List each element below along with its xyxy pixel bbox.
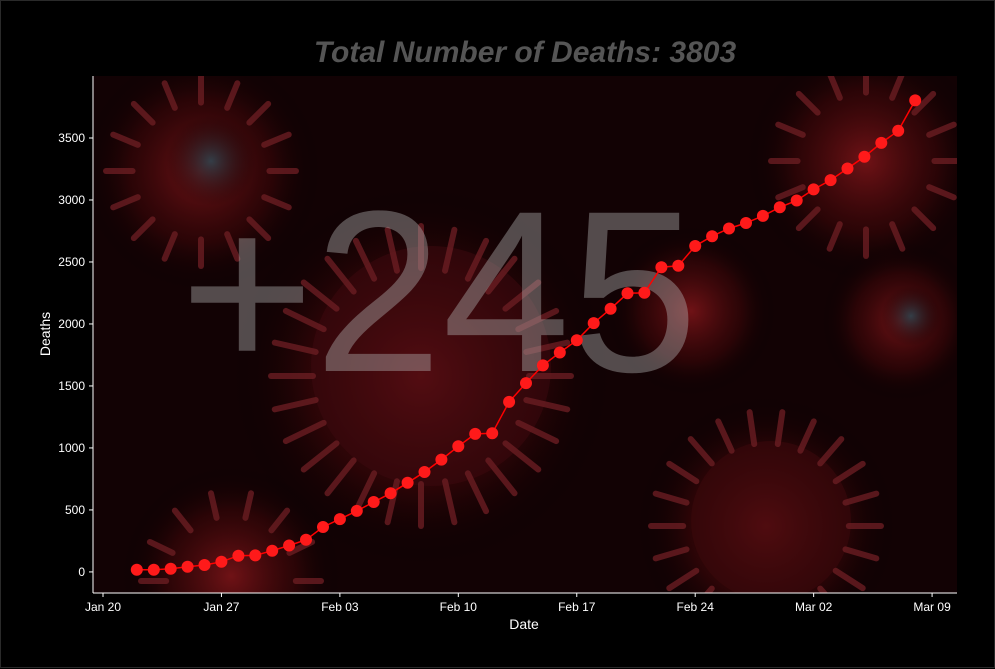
- data-point: [164, 562, 177, 575]
- data-point: [418, 466, 431, 478]
- y-tick-label: 1500: [58, 379, 85, 393]
- data-point: [401, 476, 414, 489]
- data-point: [740, 217, 752, 229]
- data-point: [198, 559, 211, 571]
- data-point: [503, 395, 516, 408]
- data-point: [249, 549, 262, 562]
- y-tick-label: 2000: [58, 317, 85, 331]
- data-point: [317, 521, 329, 533]
- y-axis-label: Deaths: [37, 312, 53, 356]
- data-point: [841, 162, 854, 175]
- y-tick-label: 1000: [58, 441, 85, 455]
- x-tick-label: Feb 24: [677, 600, 715, 614]
- x-tick-label: Feb 17: [558, 600, 596, 614]
- data-point: [367, 496, 380, 508]
- data-point: [486, 427, 499, 440]
- data-point: [181, 560, 194, 573]
- data-point: [587, 317, 600, 330]
- data-point: [469, 427, 482, 440]
- data-point: [638, 286, 651, 299]
- y-tick-label: 3500: [58, 131, 85, 145]
- x-axis-label: Date: [509, 616, 539, 632]
- data-point: [350, 504, 363, 517]
- data-point: [824, 174, 837, 187]
- data-point: [875, 136, 888, 149]
- x-tick-label: Jan 27: [203, 600, 239, 614]
- x-tick-label: Jan 20: [85, 600, 121, 614]
- data-point: [807, 183, 820, 196]
- data-point: [773, 201, 786, 214]
- data-point: [909, 94, 922, 107]
- data-point: [435, 453, 448, 466]
- data-point: [570, 334, 583, 347]
- y-axis: 0 500 1000 1500 2000 2500 3000 3500: [58, 76, 94, 593]
- data-point: [147, 563, 160, 576]
- data-point: [266, 544, 279, 557]
- y-tick-label: 0: [78, 565, 85, 579]
- x-tick-label: Mar 02: [795, 600, 833, 614]
- data-point: [553, 346, 566, 359]
- x-tick-label: Feb 03: [321, 600, 359, 614]
- data-point: [892, 124, 905, 137]
- x-tick-label: Mar 09: [913, 600, 951, 614]
- deaths-series: [130, 94, 922, 576]
- data-point: [536, 359, 549, 372]
- data-point: [790, 194, 803, 207]
- data-point: [232, 549, 245, 562]
- virus-background-image: [93, 76, 957, 593]
- data-point: [384, 487, 397, 500]
- chart-title: Total Number of Deaths: 3803: [314, 36, 737, 69]
- data-point: [604, 302, 617, 315]
- data-point: [655, 261, 668, 274]
- data-point: [333, 513, 346, 526]
- data-point: [520, 377, 532, 390]
- data-point: [452, 440, 465, 453]
- death-increase-annotation: +245: [180, 163, 698, 420]
- data-point: [689, 240, 702, 252]
- data-point: [283, 539, 296, 552]
- data-point: [672, 259, 685, 272]
- data-point: [215, 555, 228, 568]
- x-tick-label: Feb 10: [440, 600, 478, 614]
- x-axis: Jan 20 Jan 27 Feb 03 Feb 10 Feb 17 Feb 24 Mar …: [85, 592, 957, 614]
- data-point: [621, 287, 634, 300]
- y-tick-label: 3000: [58, 193, 85, 207]
- data-point: [756, 209, 769, 222]
- data-point: [706, 230, 719, 243]
- data-point: [130, 563, 143, 576]
- y-tick-label: 2500: [58, 255, 85, 269]
- data-point: [300, 533, 312, 546]
- data-point: [858, 150, 871, 163]
- y-tick-label: 500: [65, 503, 85, 517]
- data-point: [723, 222, 735, 235]
